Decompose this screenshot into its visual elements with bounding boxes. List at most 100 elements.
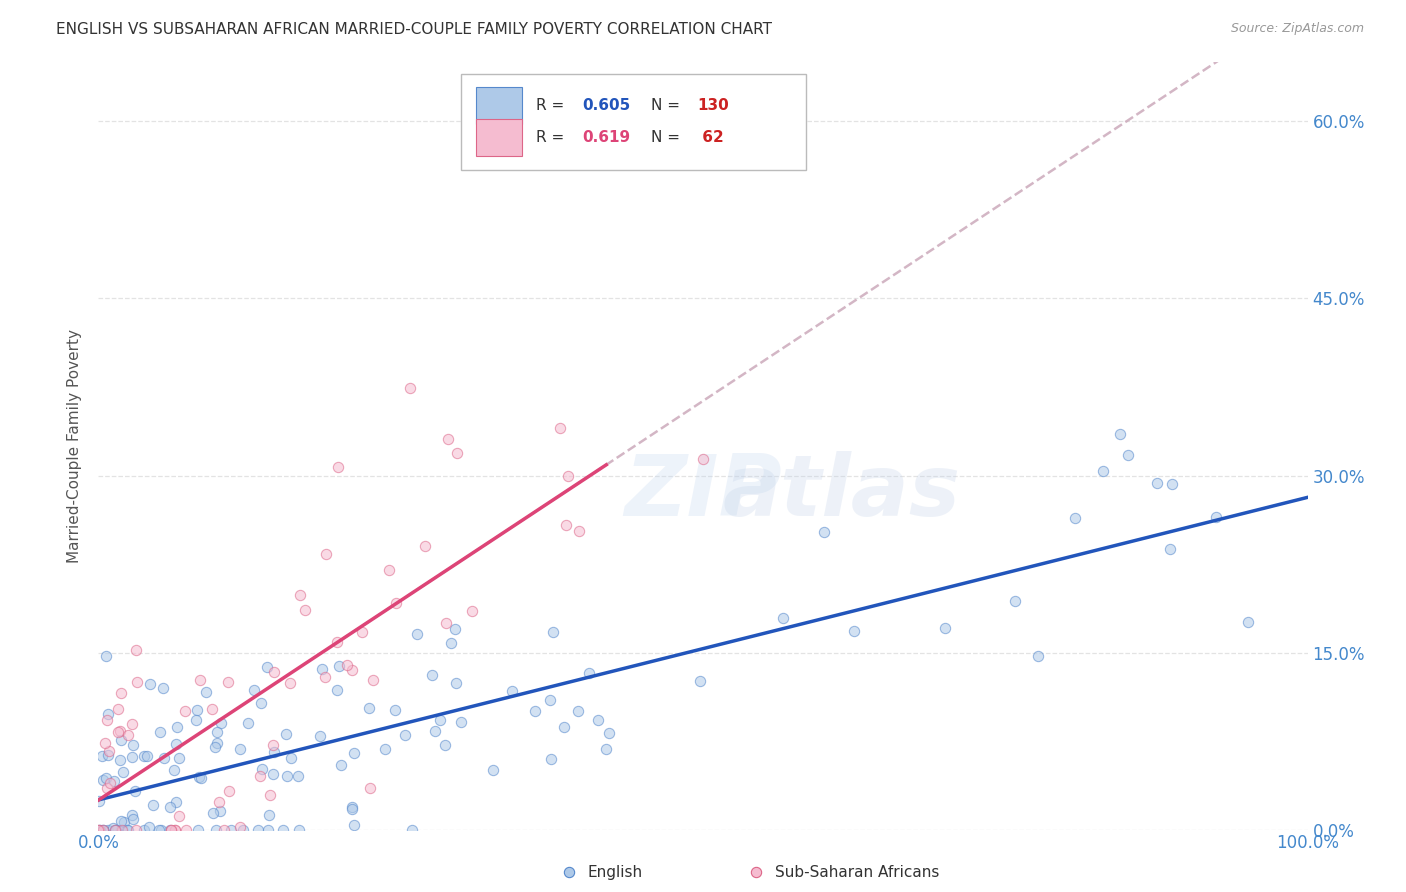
Point (444, 622, 467, 636)
Point (166, 719, 188, 733)
Point (555, 518, 578, 533)
Point (436, 616, 458, 631)
Point (187, 822, 209, 837)
Point (195, 685, 218, 699)
Point (91, 822, 114, 837)
Point (262, 767, 284, 781)
Point (134, 748, 156, 763)
Point (219, 822, 242, 837)
Text: Sub-Saharan Africans: Sub-Saharan Africans (775, 865, 939, 880)
Point (1091, 464, 1114, 478)
Point (89, 822, 111, 837)
Point (232, 822, 254, 837)
Point (350, 624, 373, 639)
Y-axis label: Married-Couple Family Poverty: Married-Couple Family Poverty (67, 329, 83, 563)
Point (167, 751, 190, 765)
Point (308, 729, 330, 743)
Point (174, 822, 197, 837)
Point (110, 814, 132, 828)
Point (340, 802, 363, 816)
Point (813, 525, 835, 540)
Point (94, 822, 117, 837)
Point (343, 818, 366, 832)
Text: ZIP: ZIP (624, 450, 782, 533)
Point (152, 681, 174, 695)
Point (501, 684, 523, 698)
Point (378, 563, 401, 577)
Point (586, 713, 609, 727)
Point (314, 670, 336, 684)
Text: atlas: atlas (723, 450, 962, 533)
Point (142, 797, 165, 812)
Point (772, 611, 794, 625)
Point (96, 771, 118, 785)
Point (229, 742, 252, 756)
Point (1237, 615, 1260, 629)
Point (385, 596, 408, 610)
Point (1146, 476, 1168, 491)
Point (1205, 509, 1227, 524)
Point (423, 724, 446, 739)
Point (169, 809, 191, 823)
Point (689, 673, 711, 688)
Point (103, 773, 125, 788)
Point (96, 648, 118, 663)
Point (163, 822, 186, 837)
Text: 130: 130 (697, 98, 728, 113)
Point (328, 460, 350, 475)
FancyBboxPatch shape (461, 74, 806, 169)
Point (460, 603, 482, 617)
Point (159, 822, 181, 837)
Point (112, 814, 135, 829)
Point (110, 733, 132, 747)
Point (107, 724, 129, 739)
Point (567, 704, 589, 718)
Point (276, 769, 298, 783)
Point (121, 808, 143, 822)
Text: 0.619: 0.619 (582, 130, 630, 145)
Text: N =: N = (651, 98, 685, 113)
Point (315, 547, 337, 561)
Point (340, 799, 363, 814)
Point (159, 799, 181, 814)
Point (257, 807, 280, 822)
Point (186, 703, 208, 717)
Point (436, 433, 458, 447)
Point (108, 724, 131, 739)
Point (110, 686, 132, 700)
Point (217, 674, 239, 689)
FancyBboxPatch shape (475, 120, 522, 156)
Point (134, 822, 156, 837)
Text: Source: ZipAtlas.com: Source: ZipAtlas.com (1230, 22, 1364, 36)
Text: N =: N = (651, 130, 685, 145)
Point (174, 704, 197, 718)
Point (406, 627, 429, 641)
Text: English: English (588, 865, 643, 880)
Point (595, 742, 617, 756)
Point (90, 749, 112, 764)
Point (401, 822, 423, 837)
Point (209, 804, 232, 818)
Point (262, 739, 284, 753)
Point (96, 713, 118, 727)
Point (541, 625, 564, 640)
Point (159, 822, 181, 837)
Point (87, 795, 110, 809)
Point (934, 621, 956, 635)
Point (399, 381, 422, 395)
Point (201, 806, 224, 821)
Point (121, 749, 143, 764)
Point (342, 663, 364, 677)
Point (288, 588, 311, 602)
Point (91, 772, 114, 787)
Point (263, 745, 285, 759)
Point (1063, 511, 1085, 525)
Point (247, 822, 270, 837)
Point (278, 675, 301, 690)
Point (165, 795, 187, 809)
Point (249, 696, 271, 710)
Point (163, 763, 186, 777)
Point (538, 693, 561, 707)
Point (105, 822, 128, 837)
Point (110, 822, 132, 837)
